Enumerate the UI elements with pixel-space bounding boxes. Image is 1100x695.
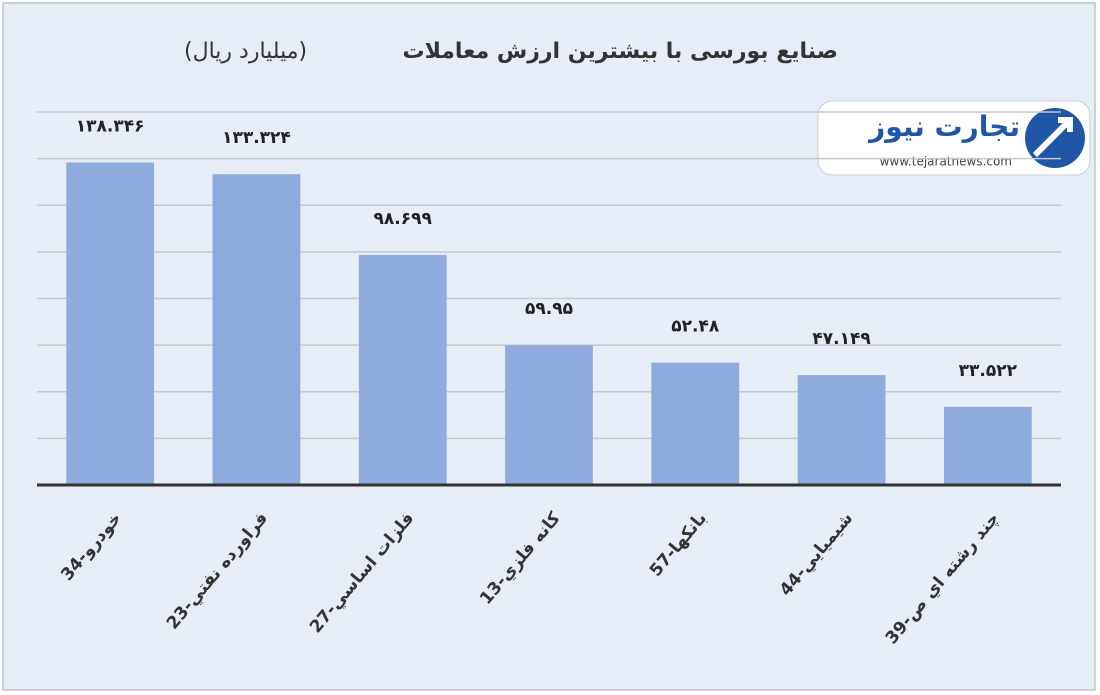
bar: [212, 174, 301, 486]
logo-name: تجارت نیوز: [867, 110, 1020, 143]
value-label: ۵۲.۴۸: [671, 317, 720, 337]
bar: [358, 254, 447, 485]
value-label: ۳۳.۵۲۲: [959, 361, 1018, 381]
bar: [797, 375, 886, 485]
bar: [505, 345, 593, 485]
bar: [651, 362, 740, 485]
logo-arrow: [1032, 117, 1073, 158]
value-label: ۴۷.۱۴۹: [812, 329, 871, 349]
value-label: ۵۹.۹۵: [525, 299, 573, 319]
value-label: ۹۸.۶۹۹: [374, 209, 433, 229]
value-label: ۱۳۸.۳۴۶: [76, 116, 145, 136]
chart-title: صنایع بورسی با بیشترین ارزش معاملات: [402, 39, 838, 64]
bar: [66, 162, 155, 485]
logo: تجارت نیوز www.tejaratnews.com: [817, 100, 1091, 176]
bar: [943, 406, 1032, 485]
value-label: ۱۳۳.۳۲۴: [222, 128, 291, 148]
chart-subtitle: (میلیارد ریال): [184, 39, 307, 64]
logo-url: www.tejaratnews.com: [880, 155, 1012, 169]
logo-box: [817, 100, 1091, 176]
